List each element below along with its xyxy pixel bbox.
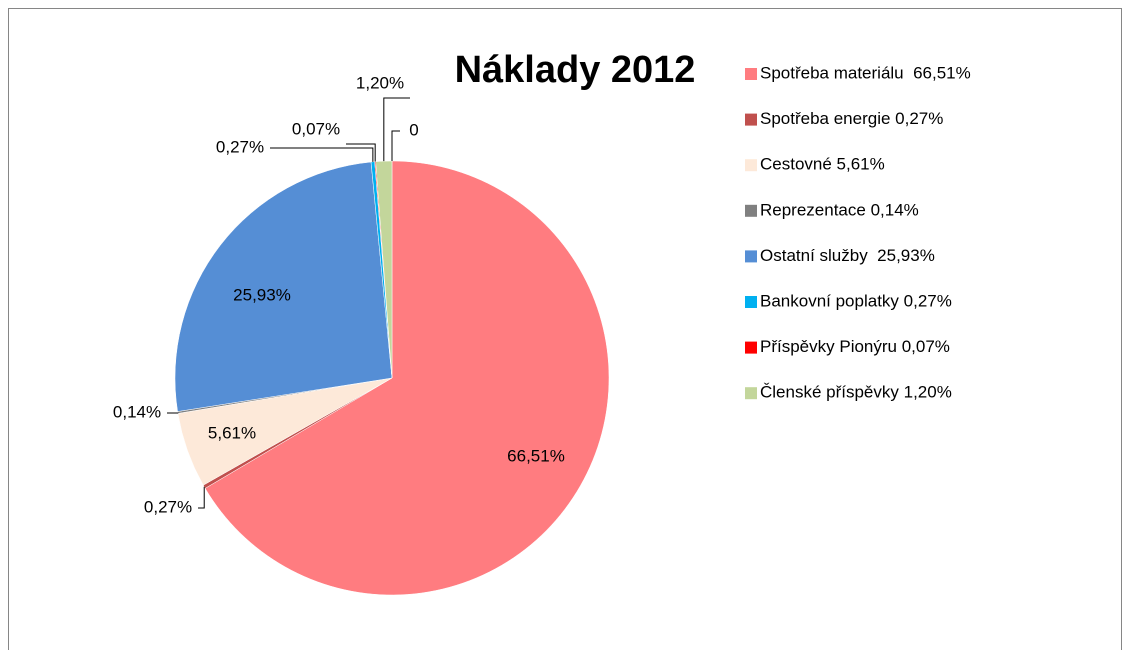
data-label: 1,20% (356, 73, 404, 92)
legend-swatch (745, 68, 757, 80)
data-label: 0 (409, 120, 418, 139)
leader-line (270, 147, 374, 162)
legend-label: Ostatní služby 25,93% (760, 246, 935, 265)
data-label: 0,07% (292, 119, 340, 138)
legend-swatch (745, 387, 757, 400)
leader-line (346, 143, 376, 162)
legend-swatch (745, 250, 757, 263)
legend-label: Bankovní poplatky 0,27% (760, 291, 952, 310)
data-label: 0,14% (113, 402, 161, 421)
pie-slice (174, 161, 393, 412)
legend-swatch (745, 204, 757, 217)
data-label: 66,51% (507, 446, 565, 465)
legend-label: Spotřeba energie 0,27% (760, 109, 943, 128)
leader-line (167, 412, 179, 414)
chart-border (8, 8, 1122, 650)
data-label: 0,27% (216, 137, 264, 156)
leader-line (383, 97, 410, 162)
chart-title: Náklady 2012 (455, 49, 696, 91)
data-label: 5,61% (208, 423, 256, 442)
legend-swatch (745, 159, 757, 172)
legend-swatch (745, 341, 757, 354)
pie-slice (204, 160, 610, 596)
legend-label: Spotřeba materiálu 66,51% (760, 63, 971, 82)
data-label: 25,93% (233, 285, 291, 304)
leader-line (198, 486, 205, 509)
legend-label: Reprezentace 0,14% (760, 200, 919, 219)
legend-swatch (745, 296, 757, 308)
legend-swatch (745, 113, 757, 126)
leader-line (391, 130, 400, 161)
data-label: 0,27% (144, 497, 192, 516)
legend-label: Příspěvky Pionýru 0,07% (760, 337, 950, 356)
legend-label: Cestovné 5,61% (760, 155, 885, 174)
legend-label: Členské příspěvky 1,20% (760, 383, 952, 402)
